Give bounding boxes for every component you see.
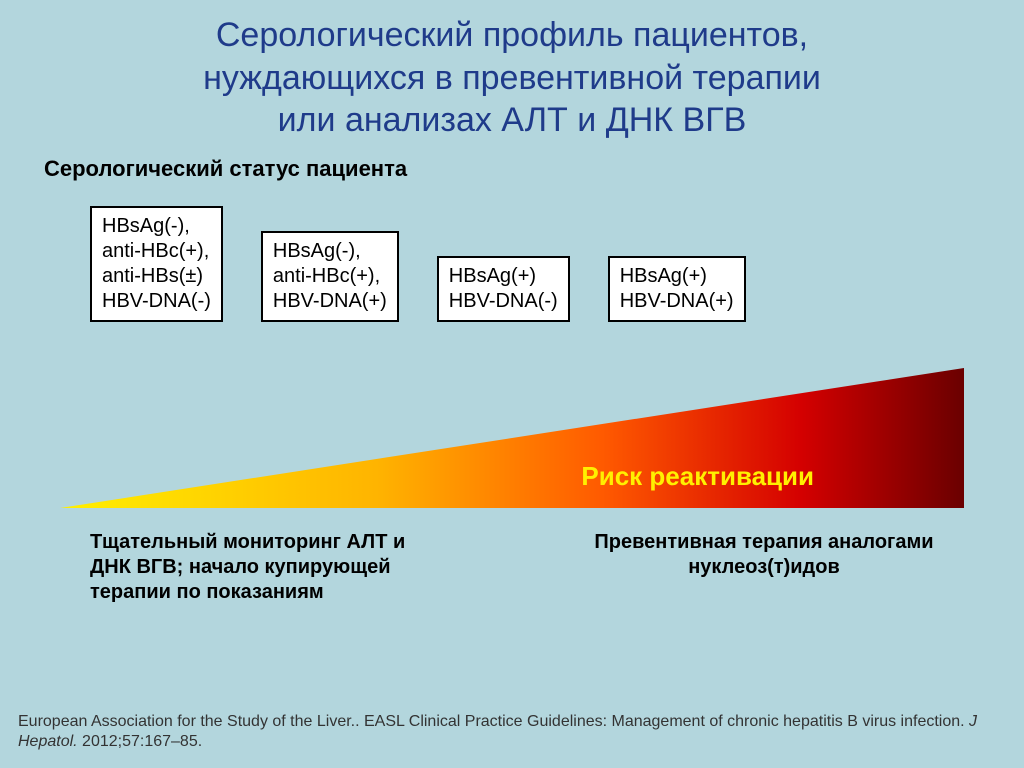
- title-line-1: Серологический профиль пациентов,: [216, 16, 808, 54]
- citation: European Association for the Study of th…: [18, 712, 984, 752]
- recommendation-right: Превентивная терапия аналогами нуклеоз(т…: [594, 530, 934, 605]
- status-box-4: HBsAg(+) HBV-DNA(+): [608, 256, 746, 322]
- recommendations-row: Тщательный мониторинг АЛТ и ДНК ВГВ; нач…: [0, 508, 1024, 605]
- citation-prefix: European Association for the Study of th…: [18, 713, 969, 730]
- title-line-3: или анализах АЛТ и ДНК ВГВ: [278, 101, 747, 139]
- risk-triangle: Риск реактивации: [60, 368, 964, 508]
- status-box-2: HBsAg(-), anti-HBc(+), HBV-DNA(+): [261, 231, 399, 322]
- citation-suffix: 2012;57:167–85.: [78, 733, 203, 750]
- status-boxes-row: HBsAg(-), anti-HBc(+), anti-HBs(±) HBV-D…: [0, 192, 1024, 322]
- status-box-1: HBsAg(-), anti-HBc(+), anti-HBs(±) HBV-D…: [90, 206, 223, 322]
- title-line-2: нуждающихся в превентивной терапии: [203, 59, 821, 97]
- recommendation-left: Тщательный мониторинг АЛТ и ДНК ВГВ; нач…: [90, 530, 450, 605]
- risk-label: Риск реактивации: [581, 461, 814, 492]
- status-box-3: HBsAg(+) HBV-DNA(-): [437, 256, 570, 322]
- risk-triangle-svg: [60, 368, 964, 508]
- slide-title: Серологический профиль пациентов, нуждаю…: [0, 0, 1024, 150]
- subtitle: Серологический статус пациента: [0, 150, 1024, 192]
